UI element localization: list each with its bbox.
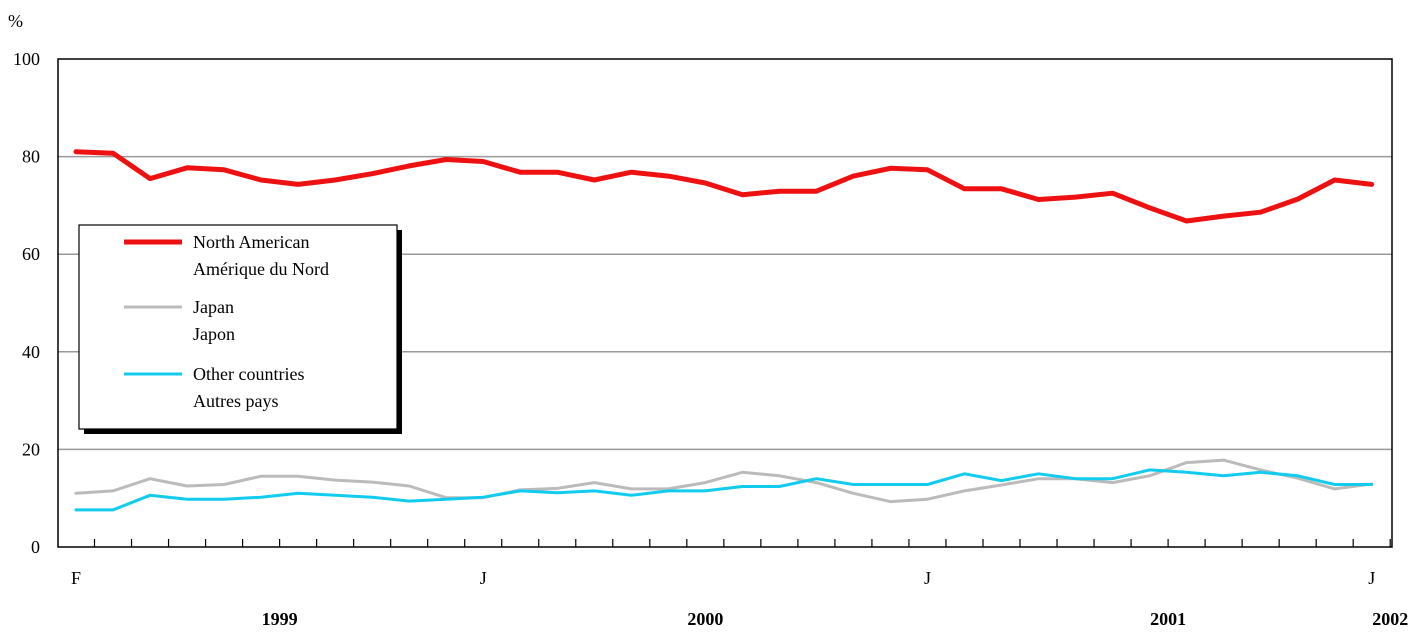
year-labels: 1999 2000 2001 2002 [262,609,1409,629]
year-label-2000: 2000 [687,609,723,629]
year-label-2001: 2001 [1150,609,1186,629]
legend: North American Amérique du Nord Japan Japon… [78,224,402,434]
y-unit-label: % [8,11,23,31]
series-line-other-countries [74,468,1374,512]
y-tick-label-100: 100 [13,49,40,69]
y-axis-ticks: 0 20 40 60 80 100 [13,49,40,557]
y-tick-label-0: 0 [31,537,40,557]
series-lines [73,149,1375,512]
legend-label-fr-other-countries: Autres pays [193,391,278,411]
legend-label-fr-japan: Japon [193,324,235,344]
legend-label-japan: Japan [193,297,234,317]
series-other-countries [74,468,1374,512]
series-north-american [73,149,1375,224]
x-tick-label-3: J [1368,568,1375,588]
x-tick-label-0: F [71,568,81,588]
x-tick-label-2: J [924,568,931,588]
y-tick-label-80: 80 [22,147,40,167]
x-axis-ticks [93,539,1391,547]
plot-area-frame [57,58,1393,548]
year-label-2002: 2002 [1372,609,1408,629]
y-tick-label-20: 20 [22,439,40,459]
series-line-north-american [73,149,1375,224]
y-tick-label-60: 60 [22,244,40,264]
legend-label-fr-north-american: Amérique du Nord [193,259,329,279]
legend-label-north-american: North American [193,232,309,252]
series-line-japan [74,458,1374,504]
y-tick-label-40: 40 [22,342,40,362]
legend-box [78,224,398,430]
year-label-1999: 1999 [262,609,298,629]
legend-label-other-countries: Other countries [193,364,304,384]
x-tick-label-1: J [480,568,487,588]
